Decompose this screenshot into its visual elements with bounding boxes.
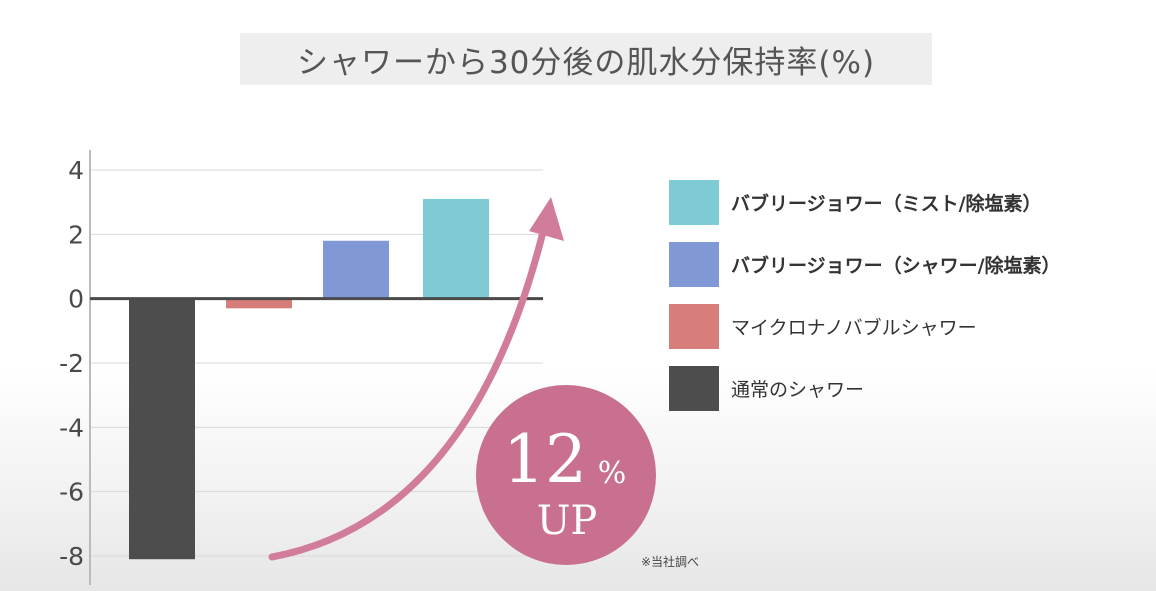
bar <box>226 298 292 309</box>
y-tick-label: 4 <box>68 156 84 185</box>
y-tick-label: 2 <box>68 220 84 249</box>
legend-item-normal: 通常のシャワー <box>669 365 864 411</box>
chart-title-box: シャワーから30分後の肌水分保持率(%) <box>240 33 932 85</box>
y-tick-label: -4 <box>59 413 84 442</box>
arrow-head-icon <box>529 197 564 241</box>
bar <box>423 198 489 299</box>
growth-arrow <box>268 197 564 561</box>
legend-label-mist: バブリージョワー（ミスト/除塩素） <box>731 192 1042 215</box>
footnote: ※当社調べ <box>641 555 700 569</box>
legend-swatch-mist <box>669 179 719 225</box>
y-tick-label: -2 <box>59 349 84 378</box>
bar <box>129 298 195 560</box>
y-tick-label: -8 <box>59 542 84 571</box>
badge-number: 12 <box>503 421 587 498</box>
legend-label-normal: 通常のシャワー <box>731 378 865 401</box>
bar <box>323 240 389 299</box>
legend-item-shower: バブリージョワー（シャワー/除塩素） <box>669 241 1061 287</box>
legend-item-micro: マイクロナノバブルシャワー <box>669 303 977 349</box>
legend-swatch-normal <box>669 365 719 411</box>
legend-swatch-shower <box>669 241 719 287</box>
up-badge: 12 % UP <box>476 385 656 565</box>
arrow-shaft <box>268 228 547 561</box>
y-tick-label: -6 <box>59 478 84 507</box>
bars <box>129 198 489 560</box>
badge-circle <box>476 385 656 565</box>
badge-text: UP <box>537 498 598 544</box>
legend-label-shower: バブリージョワー（シャワー/除塩素） <box>731 254 1061 277</box>
legend-swatch-micro <box>669 303 719 349</box>
badge-unit: % <box>598 456 627 491</box>
y-tick-labels: 4 2 0 -2 -4 -6 -8 <box>59 156 84 571</box>
legend-item-mist: バブリージョワー（ミスト/除塩素） <box>669 179 1042 225</box>
legend-label-micro: マイクロナノバブルシャワー <box>731 316 977 339</box>
chart-title: シャワーから30分後の肌水分保持率(%) <box>296 44 876 81</box>
y-tick-label: 0 <box>68 285 84 314</box>
